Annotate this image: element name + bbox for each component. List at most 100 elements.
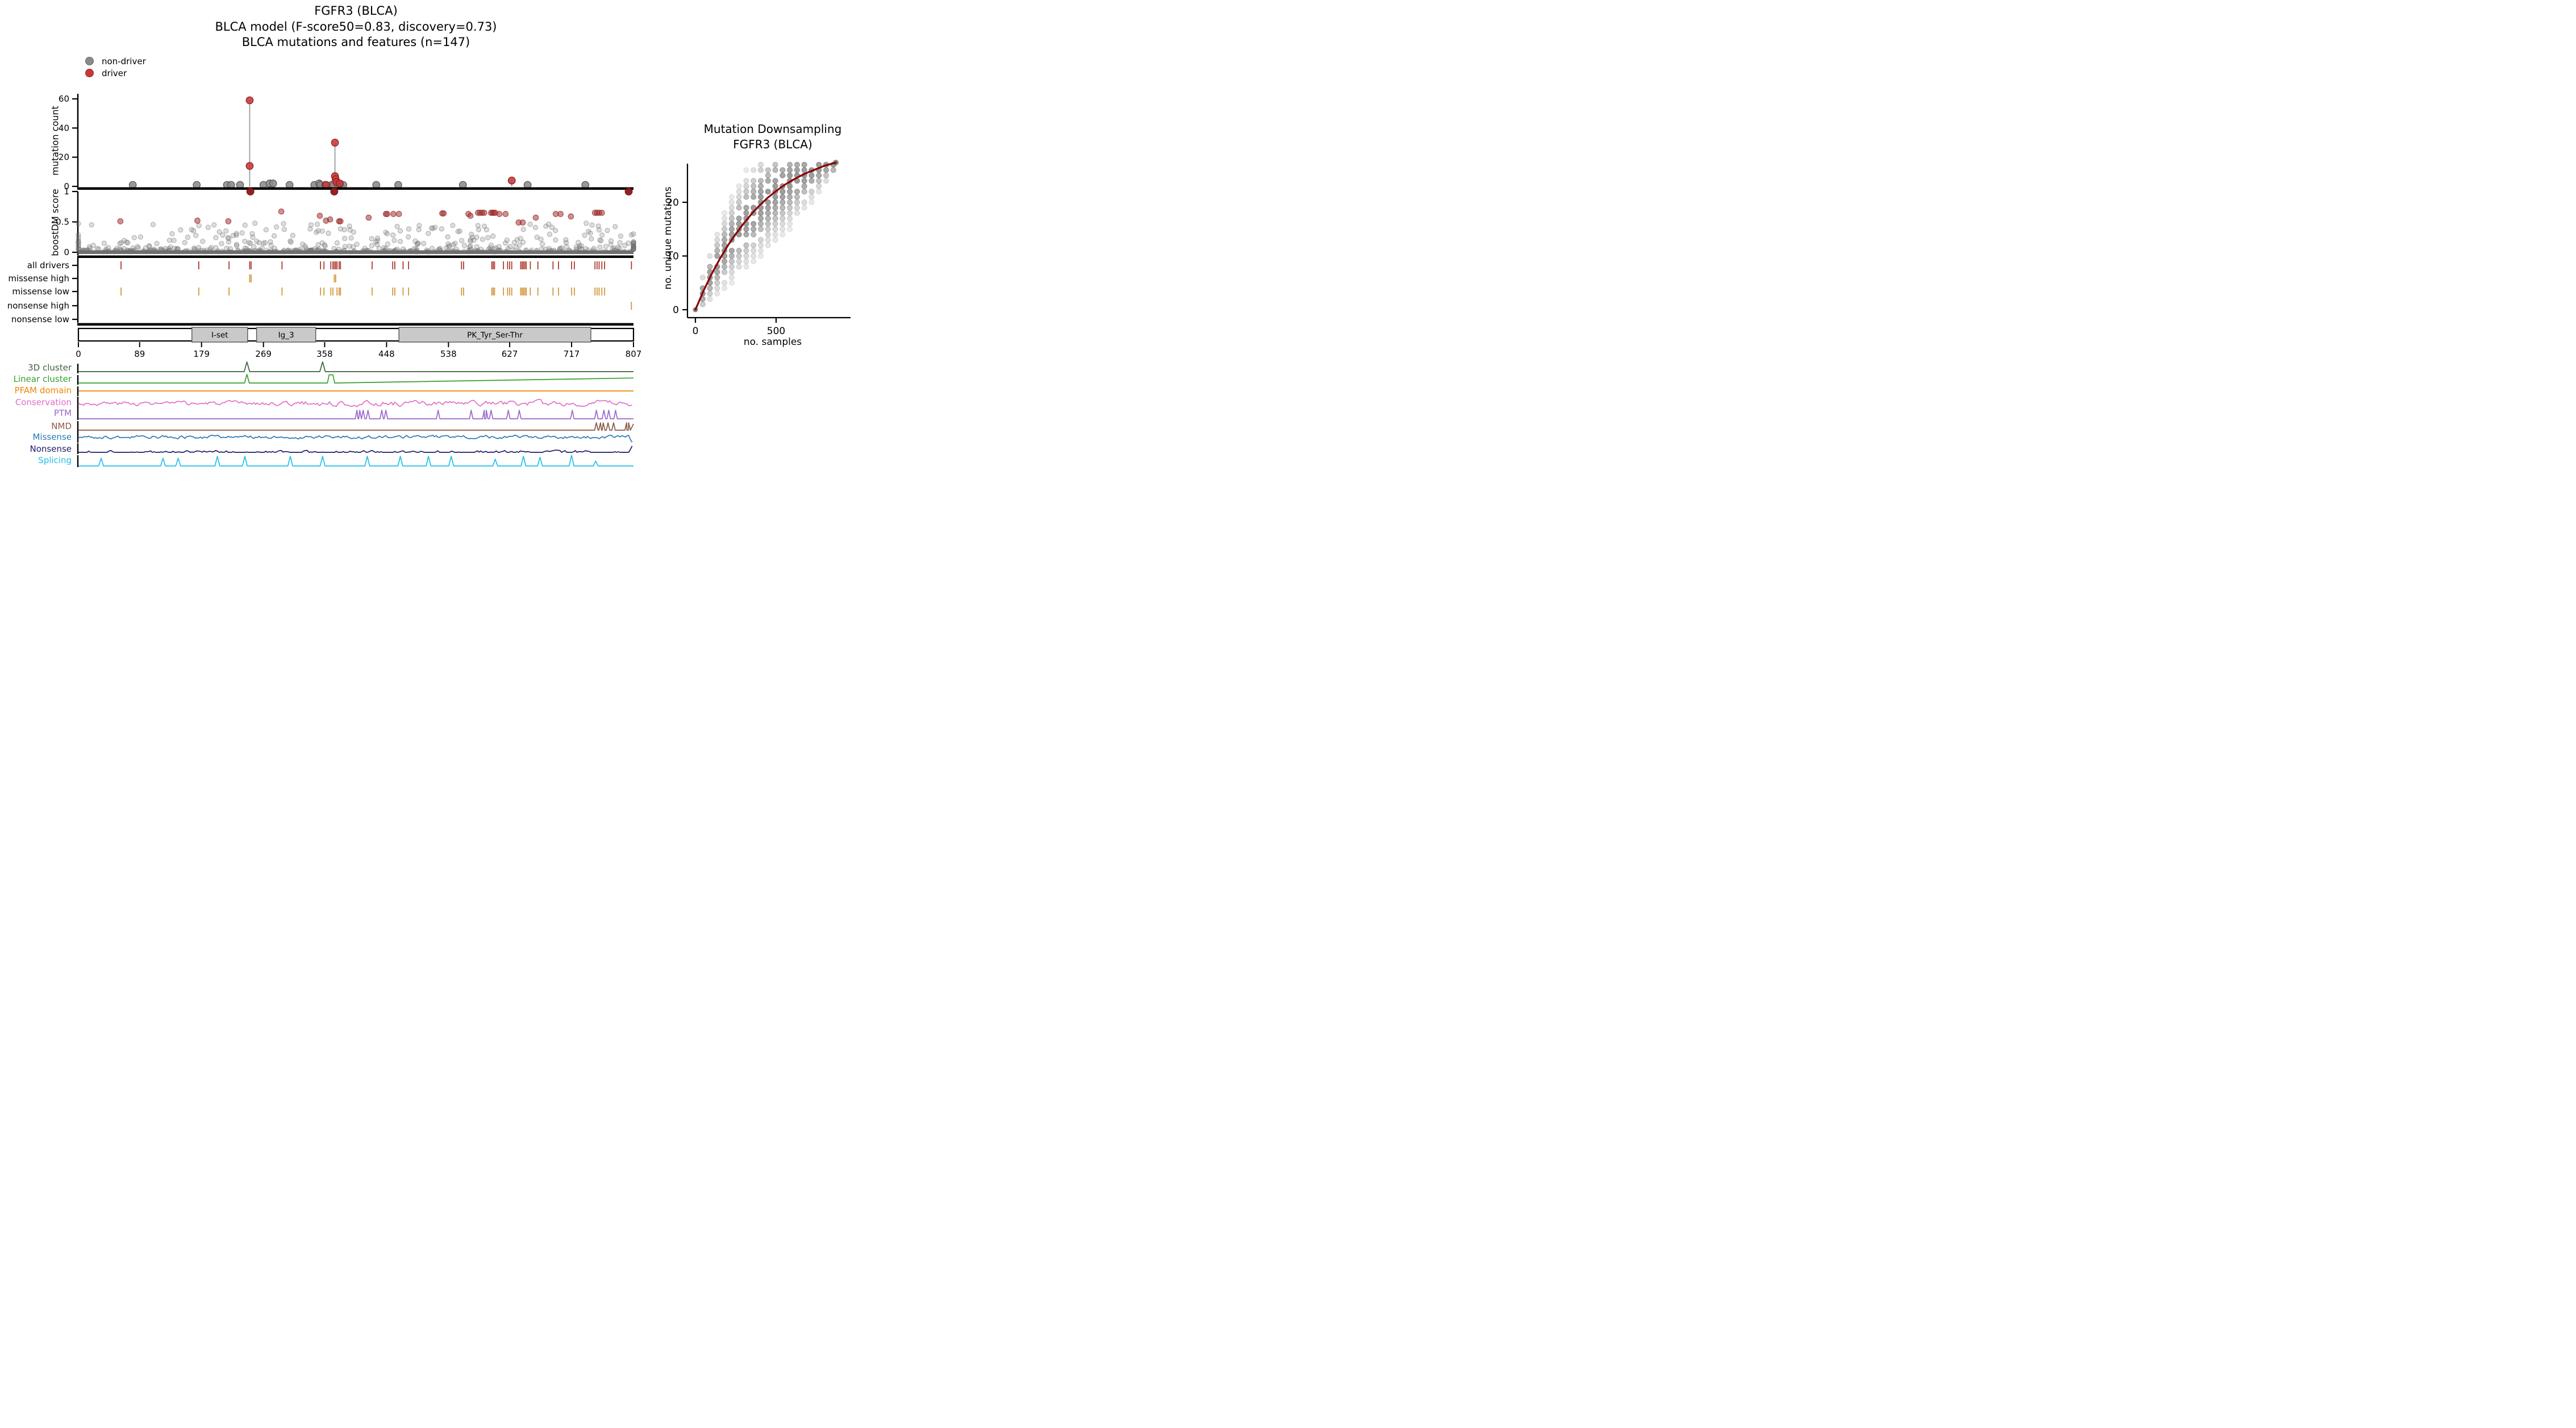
nondriver-score-dot: [314, 230, 319, 235]
feature-track-label: Nonsense: [30, 444, 72, 454]
nondriver-score-dot: [226, 239, 232, 245]
nondriver-score-dot: [315, 242, 321, 248]
downsampling-dot: [743, 226, 749, 232]
nondriver-score-dot: [475, 223, 481, 228]
downsampling-dot: [743, 264, 749, 270]
driver-score-dot: [327, 216, 334, 223]
nondriver-score-dot: [397, 228, 403, 234]
driver-score-dot: [384, 211, 390, 217]
nondriver-score-dot: [416, 227, 422, 232]
nondriver-score-dot: [342, 235, 348, 242]
boostdm-score-tick-label: 0.5: [56, 217, 69, 227]
nondriver-score-dot: [135, 245, 141, 251]
nondriver-score-dot: [466, 244, 473, 250]
nondriver-score-dot: [234, 243, 240, 249]
downsampling-dot: [736, 247, 742, 254]
downsampling-dot: [757, 237, 764, 243]
nondriver-score-dot: [505, 245, 511, 252]
downsampling-dot: [772, 210, 778, 216]
pfam-domain-box: [256, 327, 316, 343]
downsampling-dot: [780, 172, 786, 178]
nondriver-score-dot: [166, 238, 172, 243]
pfam-domain-label: Ig_3: [278, 331, 294, 340]
downsampling-dot: [743, 183, 749, 189]
downsampling-dot: [780, 220, 786, 227]
downsampling-dot: [728, 274, 735, 281]
nondriver-score-dot: [171, 238, 177, 243]
downsampling-dot: [787, 172, 793, 178]
downsampling-dot: [757, 226, 764, 232]
nondriver-score-dot: [394, 223, 400, 230]
downsampling-dot: [757, 167, 764, 173]
nondriver-score-dot: [527, 221, 533, 227]
nondriver-score-dot: [319, 228, 325, 234]
pfam-domain-box: [398, 327, 591, 343]
protein-position-tick-label: 358: [316, 349, 333, 359]
nondriver-score-dot: [549, 224, 555, 230]
downsampling-dot: [808, 189, 815, 195]
nondriver-score-dot: [137, 234, 144, 240]
nondriver-score-dot: [415, 240, 421, 246]
nondriver-score-dot: [429, 225, 435, 231]
protein-position-tick-label: 538: [440, 349, 457, 359]
nondriver-score-dot: [76, 240, 81, 246]
nondriver-score-dot: [249, 231, 255, 236]
downsampling-dot: [751, 205, 757, 211]
downsampling-xlabel: no. samples: [743, 336, 802, 348]
downsampling-dot: [765, 189, 771, 195]
downsampling-dot: [751, 242, 757, 248]
downsampling-dot: [772, 199, 778, 206]
nondriver-score-dot: [246, 240, 252, 245]
downsampling-dot: [736, 205, 742, 211]
feature-track-label: PTM: [54, 408, 72, 418]
nondriver-score-dot: [334, 240, 340, 246]
nondriver-score-dot: [331, 245, 337, 252]
nondriver-score-dot: [459, 238, 465, 243]
nondriver-score-dot: [373, 239, 379, 245]
nondriver-score-dot: [168, 244, 173, 250]
downsampling-dot: [780, 199, 786, 206]
nondriver-score-dot: [563, 240, 569, 245]
nondriver-score-dot: [288, 239, 294, 245]
nondriver-score-dot: [532, 224, 539, 231]
nondriver-score-dot: [595, 223, 601, 229]
nondriver-score-dot: [476, 227, 482, 232]
driver-score-dot: [337, 218, 344, 224]
downsampling-dot: [743, 167, 749, 173]
nondriver-score-dot: [445, 241, 451, 247]
nondriver-score-dot: [631, 244, 636, 249]
downsampling-dot: [743, 178, 749, 184]
nondriver-score-dot: [480, 236, 486, 242]
downsampling-dot: [728, 199, 735, 206]
downsampling-dot: [772, 231, 778, 238]
downsampling-dot: [787, 161, 793, 168]
feature-track-line: [78, 361, 633, 372]
nondriver-dot-icon: [85, 57, 94, 65]
nondriver-score-dot: [185, 234, 191, 240]
downsampling-dot: [707, 290, 713, 297]
downsampling-dot: [722, 285, 728, 292]
nondriver-score-dot: [583, 220, 589, 226]
nondriver-score-dot: [488, 243, 494, 248]
boostdm-score-panel: 00.51: [56, 186, 636, 258]
feature-track-label: Missense: [32, 432, 72, 442]
protein-position-tick-label: 627: [502, 349, 518, 359]
nondriver-score-dot: [272, 245, 277, 251]
nondriver-score-dot: [172, 245, 177, 251]
mutation-count-panel: 0 20 40 60: [59, 94, 633, 191]
driver-score-dot: [225, 218, 232, 224]
nondriver-score-dot: [391, 238, 397, 243]
downsampling-dot: [751, 183, 757, 189]
nondriver-score-dot: [516, 242, 522, 248]
driver-mutation-dot: [507, 176, 516, 185]
downsampling-dot: [736, 199, 742, 206]
nondriver-score-dot: [573, 244, 580, 250]
nondriver-score-dot: [504, 237, 510, 243]
legend-item-nondriver: non-driver: [85, 55, 146, 67]
downsampling-dot: [714, 253, 720, 259]
protein-position-tick-label: 269: [255, 349, 272, 359]
driver-score-dot: [365, 214, 372, 221]
nondriver-score-dot: [234, 232, 239, 238]
